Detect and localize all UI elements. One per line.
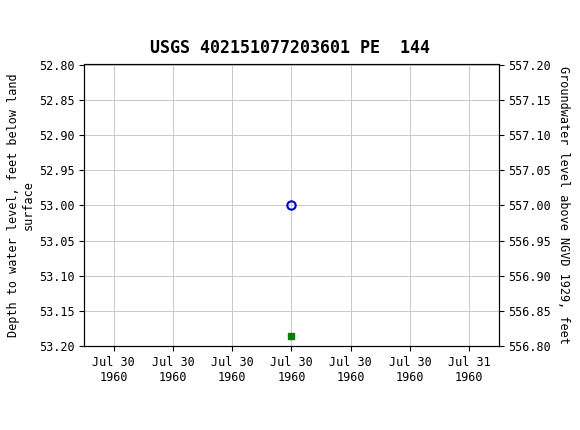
Y-axis label: Depth to water level, feet below land
surface: Depth to water level, feet below land su… — [6, 74, 35, 337]
Text: USGS 402151077203601 PE  144: USGS 402151077203601 PE 144 — [150, 39, 430, 57]
Y-axis label: Groundwater level above NGVD 1929, feet: Groundwater level above NGVD 1929, feet — [557, 66, 570, 344]
Text: USGS: USGS — [38, 10, 102, 31]
